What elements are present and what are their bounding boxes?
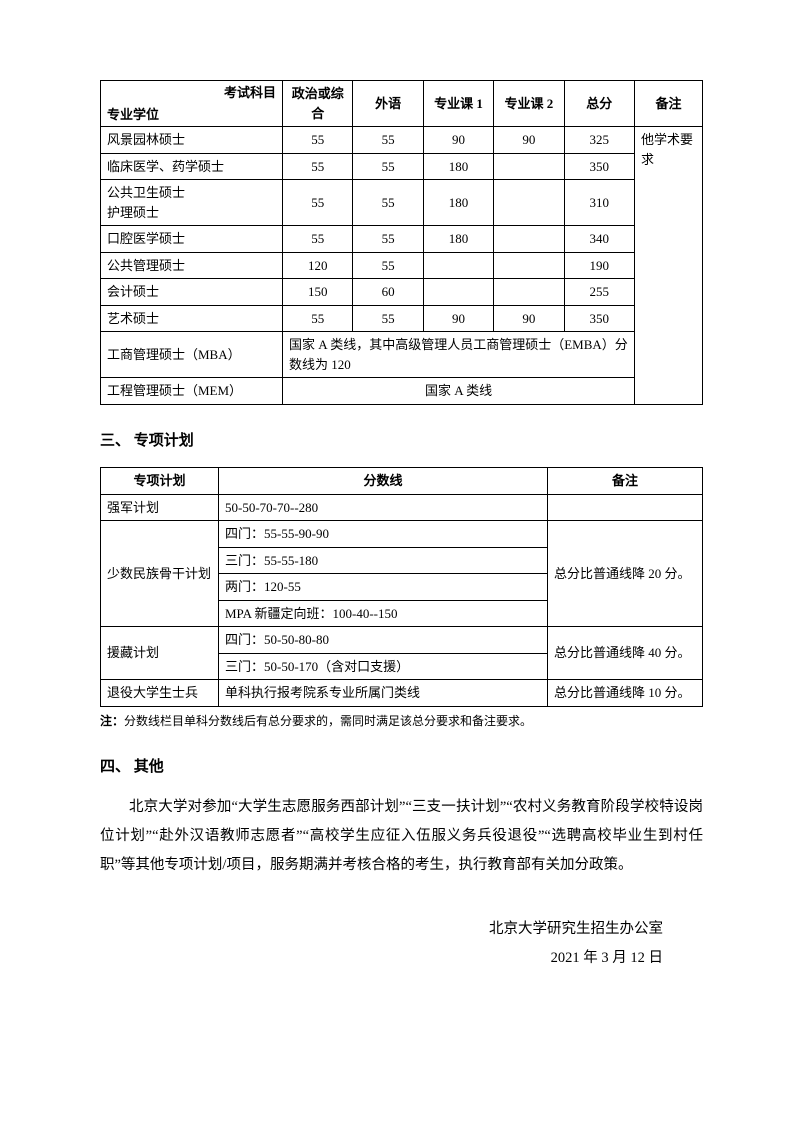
plan-cell: 退役大学生士兵 (101, 680, 219, 707)
table-row: 工商管理硕士（MBA） 国家 A 类线，其中高级管理人员工商管理硕士（EMBA）… (101, 332, 703, 378)
score-cell: 350 (564, 153, 634, 180)
remark-cell (548, 494, 703, 521)
header-remark: 备注 (548, 468, 703, 495)
score-cell (494, 226, 564, 253)
score-cell: 340 (564, 226, 634, 253)
score-cell: 三门：55-55-180 (219, 547, 548, 574)
score-cell (494, 279, 564, 306)
score-cell: 55 (283, 226, 353, 253)
table-row: 工程管理硕士（MEM） 国家 A 类线 (101, 378, 703, 405)
plan-cell: 援藏计划 (101, 627, 219, 680)
header-total: 总分 (564, 81, 634, 127)
score-cell: 四门：50-50-80-80 (219, 627, 548, 654)
score-cell: 55 (353, 252, 423, 279)
header-major1: 专业课 1 (423, 81, 493, 127)
score-cell: 180 (423, 226, 493, 253)
note-text: 分数线栏目单科分数线后有总分要求的，需同时满足该总分要求和备注要求。 (124, 714, 532, 728)
section4-heading: 四、 其他 (100, 756, 703, 779)
remark-cell: 总分比普通线降 20 分。 (548, 521, 703, 627)
header-remark: 备注 (635, 81, 703, 127)
other-paragraph: 北京大学对参加“大学生志愿服务西部计划”“三支一扶计划”“农村义务教育阶段学校特… (100, 793, 703, 880)
score-cell (494, 252, 564, 279)
score-cell: 90 (494, 127, 564, 154)
table-row: 援藏计划 四门：50-50-80-80 总分比普通线降 40 分。 (101, 627, 703, 654)
header-plan: 专项计划 (101, 468, 219, 495)
remark-cell: 他学术要求 (635, 127, 703, 405)
score-cell (423, 279, 493, 306)
header-degree-cell: 考试科目 专业学位 (101, 81, 283, 127)
table-row: 会计硕士 150 60 255 (101, 279, 703, 306)
table-row: 公共卫生硕士 护理硕士 55 55 180 310 (101, 180, 703, 226)
score-cell: 55 (353, 226, 423, 253)
note-label: 注： (100, 714, 124, 728)
score-cell: 350 (564, 305, 634, 332)
header-subject: 考试科目 (224, 83, 276, 103)
degree-cell: 工程管理硕士（MEM） (101, 378, 283, 405)
header-politics: 政治或综合 (283, 81, 353, 127)
degree-cell: 口腔医学硕士 (101, 226, 283, 253)
header-foreign: 外语 (353, 81, 423, 127)
table-row: 强军计划 50-50-70-70--280 (101, 494, 703, 521)
score-cell: 55 (353, 305, 423, 332)
remark-cell: 总分比普通线降 10 分。 (548, 680, 703, 707)
score-cell: 55 (353, 180, 423, 226)
header-degree: 专业学位 (107, 105, 159, 125)
signature-date: 2021 年 3 月 12 日 (100, 944, 663, 973)
score-cell: 50-50-70-70--280 (219, 494, 548, 521)
score-cell: 单科执行报考院系专业所属门类线 (219, 680, 548, 707)
score-cell (494, 153, 564, 180)
score-cell: 90 (423, 127, 493, 154)
remark-cell: 总分比普通线降 40 分。 (548, 627, 703, 680)
plan-cell: 强军计划 (101, 494, 219, 521)
score-cell: MPA 新疆定向班：100-40--150 (219, 600, 548, 627)
score-cell: 180 (423, 153, 493, 180)
table-row: 退役大学生士兵 单科执行报考院系专业所属门类线 总分比普通线降 10 分。 (101, 680, 703, 707)
table2-note: 注：分数线栏目单科分数线后有总分要求的，需同时满足该总分要求和备注要求。 (100, 712, 703, 731)
plan-cell: 少数民族骨干计划 (101, 521, 219, 627)
score-cell: 55 (283, 153, 353, 180)
section3-heading: 三、 专项计划 (100, 430, 703, 453)
table-row: 少数民族骨干计划 四门：55-55-90-90 总分比普通线降 20 分。 (101, 521, 703, 548)
score-cell (494, 180, 564, 226)
score-cell: 90 (494, 305, 564, 332)
score-table-degree: 考试科目 专业学位 政治或综合 外语 专业课 1 专业课 2 总分 备注 风景园… (100, 80, 703, 405)
score-cell: 120 (283, 252, 353, 279)
special-plan-table: 专项计划 分数线 备注 强军计划 50-50-70-70--280 少数民族骨干… (100, 467, 703, 707)
score-cell (423, 252, 493, 279)
score-cell: 55 (353, 153, 423, 180)
score-cell: 55 (283, 305, 353, 332)
table-row: 口腔医学硕士 55 55 180 340 (101, 226, 703, 253)
table-row: 临床医学、药学硕士 55 55 180 350 (101, 153, 703, 180)
score-cell: 310 (564, 180, 634, 226)
score-cell: 55 (353, 127, 423, 154)
signature-org: 北京大学研究生招生办公室 (100, 915, 663, 944)
table-row: 公共管理硕士 120 55 190 (101, 252, 703, 279)
score-cell: 90 (423, 305, 493, 332)
degree-cell: 工商管理硕士（MBA） (101, 332, 283, 378)
score-cell: 55 (283, 127, 353, 154)
score-cell: 180 (423, 180, 493, 226)
degree-cell: 艺术硕士 (101, 305, 283, 332)
header-major2: 专业课 2 (494, 81, 564, 127)
score-cell: 150 (283, 279, 353, 306)
mba-note: 国家 A 类线，其中高级管理人员工商管理硕士（EMBA）分数线为 120 (283, 332, 635, 378)
table-row: 风景园林硕士 55 55 90 90 325 他学术要求 (101, 127, 703, 154)
degree-cell: 风景园林硕士 (101, 127, 283, 154)
degree-cell: 公共卫生硕士 护理硕士 (101, 180, 283, 226)
header-score: 分数线 (219, 468, 548, 495)
score-cell: 55 (283, 180, 353, 226)
degree-cell: 会计硕士 (101, 279, 283, 306)
table-row: 艺术硕士 55 55 90 90 350 (101, 305, 703, 332)
degree-cell: 公共管理硕士 (101, 252, 283, 279)
score-cell: 两门：120-55 (219, 574, 548, 601)
score-cell: 四门：55-55-90-90 (219, 521, 548, 548)
degree-cell: 临床医学、药学硕士 (101, 153, 283, 180)
score-cell: 255 (564, 279, 634, 306)
mem-note: 国家 A 类线 (283, 378, 635, 405)
signature-block: 北京大学研究生招生办公室 2021 年 3 月 12 日 (100, 915, 703, 973)
score-cell: 三门：50-50-170（含对口支援） (219, 653, 548, 680)
score-cell: 325 (564, 127, 634, 154)
score-cell: 190 (564, 252, 634, 279)
score-cell: 60 (353, 279, 423, 306)
